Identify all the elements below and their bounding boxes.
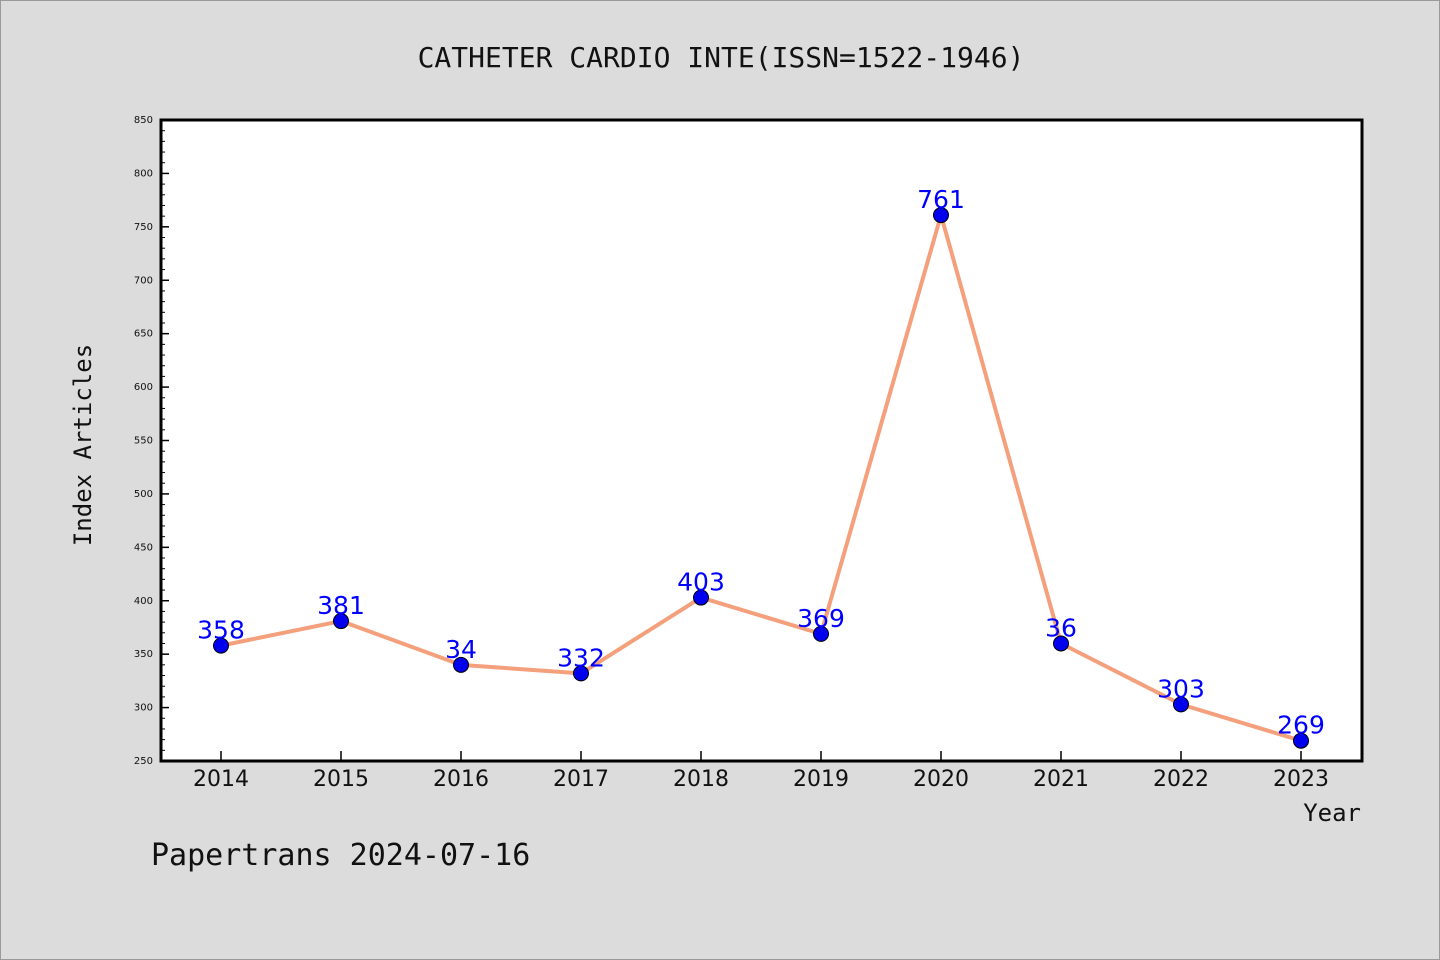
y-tick-label: 800: [134, 168, 153, 179]
x-axis: 2014 2015 2016 2017 2018 2019 2020 2021 2022 2023: [193, 751, 1329, 792]
data-point: [333, 613, 349, 630]
data-point: [1293, 732, 1309, 749]
y-tick-label: 400: [134, 596, 153, 607]
series-line: [213, 207, 1309, 749]
data-label: 403: [677, 568, 725, 597]
data-label: 34: [445, 635, 477, 664]
y-tick-label: 650: [134, 329, 153, 340]
data-label: 36: [1045, 613, 1077, 642]
plot-area: [159, 118, 1364, 763]
data-label: 761: [917, 185, 965, 214]
x-axis-label: Year: [1303, 799, 1361, 827]
data-label: 332: [557, 643, 605, 672]
y-tick-label: 250: [134, 756, 153, 767]
x-tick-label: 2020: [913, 767, 969, 792]
y-axis-label: Index Articles: [69, 344, 97, 546]
y-tick-label: 500: [134, 489, 153, 500]
x-tick-label: 2017: [553, 767, 609, 792]
data-point: [1053, 635, 1069, 652]
chart-title: CATHETER CARDIO INTE(ISSN=1522-1946): [418, 41, 1025, 74]
y-tick-label: 300: [134, 703, 153, 714]
x-tick-label: 2016: [433, 767, 489, 792]
x-tick-label: 2018: [673, 767, 729, 792]
data-label: 369: [797, 604, 845, 633]
data-label: 303: [1157, 674, 1205, 703]
data-point: [933, 207, 949, 224]
data-label: 358: [197, 616, 245, 645]
y-tick-label: 550: [134, 436, 153, 447]
data-point: [453, 656, 469, 673]
x-tick-label: 2023: [1273, 767, 1329, 792]
data-labels: 358 381 34 332 403 369 761 36 303 269: [197, 185, 1325, 740]
x-tick-label: 2022: [1153, 767, 1209, 792]
y-tick-label: 450: [134, 542, 153, 553]
y-tick-label: 700: [134, 275, 153, 286]
series-path: [220, 213, 1302, 743]
data-label: 381: [317, 591, 365, 620]
x-tick-label: 2019: [793, 767, 849, 792]
data-point: [693, 589, 709, 606]
data-point: [1173, 696, 1189, 713]
x-tick-label: 2015: [313, 767, 369, 792]
data-point: [573, 665, 589, 682]
x-tick-label: 2014: [193, 767, 249, 792]
footer-credit: Papertrans 2024-07-16: [151, 838, 530, 873]
y-tick-label: 750: [134, 222, 153, 233]
data-point: [813, 625, 829, 642]
x-tick-label: 2021: [1033, 767, 1089, 792]
y-tick-label: 350: [134, 649, 153, 660]
y-tick-label: 600: [134, 382, 153, 393]
y-tick-label: 850: [134, 115, 153, 126]
data-label: 269: [1277, 711, 1325, 740]
y-axis: 250 300 350 400 450 500 550 600 650 700 750 800 850: [134, 115, 169, 767]
data-point: [213, 637, 229, 654]
